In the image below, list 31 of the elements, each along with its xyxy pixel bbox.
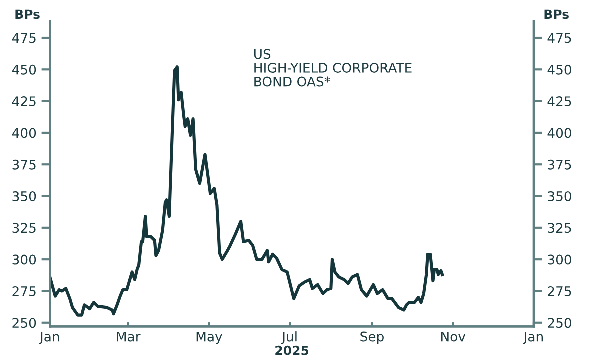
x-tick-label: Jan bbox=[39, 332, 60, 344]
x-tick-label: Nov bbox=[442, 332, 466, 342]
y2-tick-label: 400 bbox=[548, 128, 572, 138]
y-tick-label: 350 bbox=[12, 191, 36, 202]
y-tick-label: 425 bbox=[12, 96, 36, 107]
y-tick-label: 375 bbox=[12, 160, 36, 170]
x-tick-label: Sep bbox=[360, 332, 384, 344]
x-axis-title: 2025 bbox=[276, 346, 309, 356]
y-tick-label: 400 bbox=[12, 128, 36, 138]
x-tick-label: May bbox=[196, 332, 222, 344]
y-tick-label: 275 bbox=[12, 286, 36, 296]
y2-tick-label: 325 bbox=[548, 223, 572, 234]
y2-tick-label: 475 bbox=[548, 33, 572, 44]
y2-tick-label: 425 bbox=[548, 96, 572, 107]
x-tick-label: Jul bbox=[281, 332, 297, 344]
y-tick-label: 450 bbox=[12, 64, 36, 75]
x-tick-label: Jan bbox=[523, 332, 543, 344]
y-tick-label: 250 bbox=[12, 318, 36, 328]
y2-axis-title: BPs bbox=[544, 10, 569, 20]
x-tick-label: Mar bbox=[117, 332, 141, 342]
y-tick-label: 300 bbox=[12, 254, 36, 265]
y2-tick-label: 250 bbox=[548, 318, 572, 328]
y2-tick-label: 450 bbox=[548, 64, 572, 75]
text: US HIGH-YIELD CORPORATE BOND OAS* bbox=[254, 49, 412, 87]
y2-tick-label: 375 bbox=[548, 160, 572, 170]
y2-tick-label: 350 bbox=[548, 191, 572, 202]
y2-tick-label: 275 bbox=[548, 286, 572, 296]
y2-tick-label: 300 bbox=[548, 254, 572, 265]
y-axis-title: BPs bbox=[16, 10, 40, 20]
y-tick-label: 325 bbox=[12, 223, 36, 234]
y-tick-label: 475 bbox=[12, 33, 36, 44]
